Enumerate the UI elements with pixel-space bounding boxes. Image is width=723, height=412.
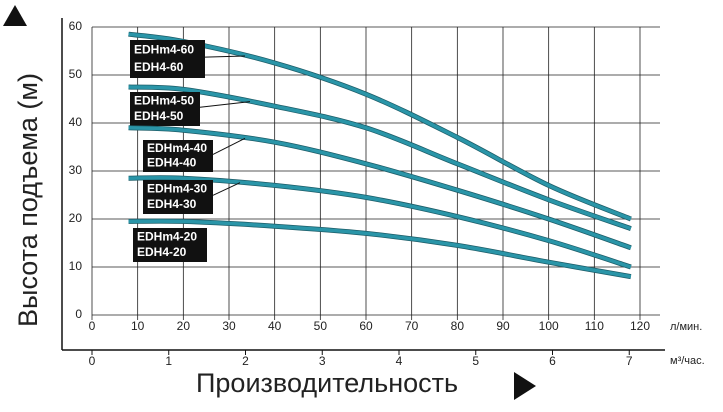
x-tick-label: 120 xyxy=(630,319,650,333)
x-tick-label: 60 xyxy=(359,319,373,333)
x2-unit: м³/час. xyxy=(670,355,705,367)
x-tick-label: 100 xyxy=(539,319,559,333)
series-label: EDH4-20 xyxy=(137,245,187,259)
x-axis-label: Производительность xyxy=(196,368,458,398)
x-tick-label: 50 xyxy=(314,319,328,333)
curve xyxy=(128,85,632,231)
curve xyxy=(128,175,632,269)
x-tick-label: 10 xyxy=(131,319,145,333)
series-label: EDH4-30 xyxy=(147,197,197,211)
x-tick-label: 0 xyxy=(89,319,96,333)
series-label: EDHm4-40 xyxy=(147,141,207,155)
leader-line xyxy=(212,137,246,155)
label-box xyxy=(130,40,205,78)
series-label: EDHm4-60 xyxy=(134,42,194,56)
x-tick-label: 20 xyxy=(177,319,191,333)
x-tick-label: 40 xyxy=(268,319,282,333)
x2-tick-label: 4 xyxy=(396,354,403,368)
x2-tick-label: 1 xyxy=(165,354,172,368)
series-label: EDHm4-50 xyxy=(134,93,194,107)
y-tick-label: 20 xyxy=(69,211,83,225)
leader-line xyxy=(199,101,251,108)
x-tick-label: 30 xyxy=(222,319,236,333)
x2-tick-label: 6 xyxy=(549,354,556,368)
x-tick-label: 110 xyxy=(585,319,604,333)
leader-line xyxy=(212,182,241,196)
series-label: EDH4-40 xyxy=(147,156,197,170)
y-tick-label: 50 xyxy=(69,67,83,81)
y-axis-label: Высота подъема (м) xyxy=(13,73,43,327)
label-box xyxy=(133,228,207,262)
curve xyxy=(128,126,632,250)
y-tick-label: 30 xyxy=(69,163,83,177)
y-tick-label: 10 xyxy=(69,259,83,273)
series-label: EDHm4-20 xyxy=(137,229,197,243)
x2-tick-label: 0 xyxy=(89,354,96,368)
y-tick-label: 40 xyxy=(69,115,83,129)
y-arrow xyxy=(3,5,27,26)
y-tick-label: 0 xyxy=(75,307,82,321)
x2-tick-label: 5 xyxy=(472,354,479,368)
label-box xyxy=(143,180,213,214)
x-tick-label: 70 xyxy=(405,319,419,333)
x2-tick-label: 3 xyxy=(319,354,326,368)
label-box xyxy=(130,92,200,126)
x2-tick-label: 7 xyxy=(626,354,633,368)
series-label: EDHm4-30 xyxy=(147,181,207,195)
curve xyxy=(128,219,632,279)
leader-line xyxy=(204,55,246,58)
x-tick-label: 90 xyxy=(496,319,510,333)
x2-tick-label: 2 xyxy=(242,354,249,368)
series-label: EDH4-60 xyxy=(134,60,184,74)
x-arrow xyxy=(514,372,536,400)
series-label: EDH4-50 xyxy=(134,109,184,123)
y-tick-label: 60 xyxy=(69,19,83,33)
x-unit: л/мин. xyxy=(670,321,702,333)
label-box xyxy=(143,140,213,172)
x-tick-label: 80 xyxy=(451,319,465,333)
